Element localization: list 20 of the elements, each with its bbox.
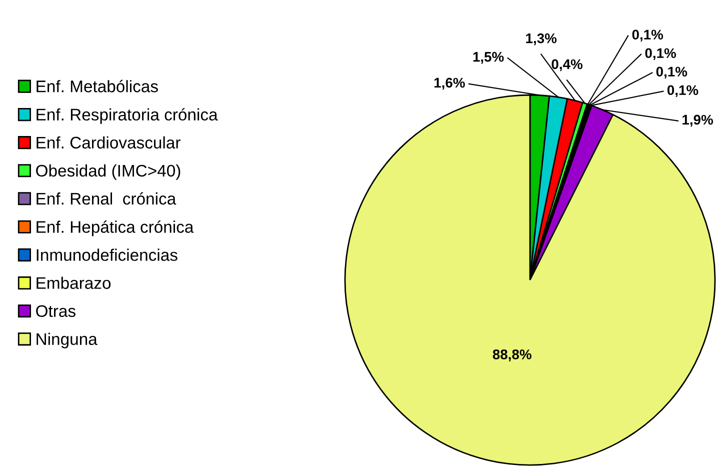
legend-label: Enf. Respiratoria crónica	[36, 108, 218, 124]
data-label: 0,1%	[645, 48, 676, 60]
data-label: 1,5%	[473, 52, 504, 64]
data-label: 0,1%	[656, 66, 688, 79]
data-label: 1,6%	[434, 78, 465, 90]
legend-label: Inmunodeficiencias	[36, 248, 178, 261]
data-label: 1,3%	[526, 33, 557, 46]
data-label: 0,4%	[552, 59, 582, 72]
legend-label: Enf. Cardiovascular	[36, 136, 180, 149]
data-label: 0,1%	[632, 30, 664, 42]
legend-label: Otras	[36, 305, 76, 317]
legend-label: Enf. Metabólicas	[36, 80, 158, 92]
legend-label: Enf. Renal crónica	[36, 192, 176, 205]
data-label: 1,9%	[682, 114, 713, 127]
data-label: 88,8%	[492, 350, 532, 362]
legend-label: Embarazo	[36, 276, 111, 289]
legend-label: Ninguna	[36, 332, 98, 348]
data-label: 0,1%	[667, 85, 698, 98]
legend-label: Enf. Hepática crónica	[36, 220, 194, 236]
legend-label: Obesidad (IMC>40)	[36, 164, 180, 180]
